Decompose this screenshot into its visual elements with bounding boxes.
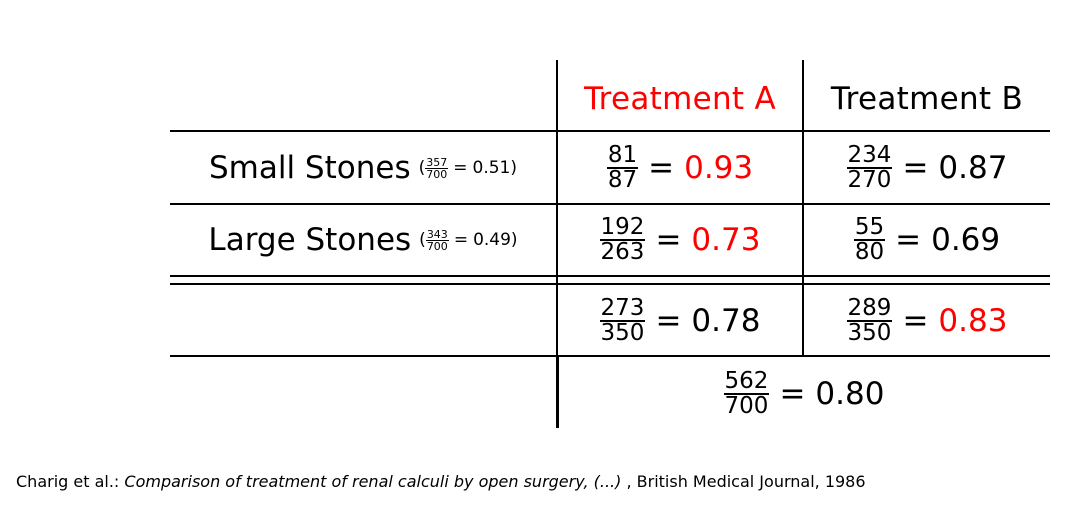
vertical-divider-right: [802, 60, 804, 356]
rate-value: 0.78: [691, 302, 761, 339]
cell-large-a: 192 263 = 0.73: [599, 214, 761, 265]
cell-total-a: 273 350 = 0.78: [599, 294, 761, 346]
denominator: 350: [600, 319, 645, 346]
share-value: 0.49: [473, 230, 511, 250]
citation-prefix: Charig et al.:: [16, 472, 120, 491]
share-denominator: 700: [426, 167, 448, 181]
citation-title: Comparison of treatment of renal calculi…: [124, 472, 622, 491]
share-large-stones: (343 700 = 0.49): [419, 227, 518, 253]
vertical-divider-left-bottom: [556, 356, 559, 428]
row-rule: [170, 203, 1050, 205]
header-treatment-a: Treatment A: [583, 81, 777, 117]
numerator: 81: [606, 142, 639, 169]
share-numerator: 357: [425, 155, 449, 169]
totals-rule: [170, 355, 1050, 357]
citation-suffix: , British Medical Journal, 1986: [626, 472, 866, 491]
denominator: 700: [724, 393, 769, 419]
share-value: 0.51: [472, 158, 511, 178]
denominator: 350: [847, 319, 892, 346]
share-small-stones: (357 700 = 0.51): [418, 155, 517, 181]
share-numerator: 343: [425, 227, 449, 241]
denominator: 80: [854, 239, 885, 265]
numerator: 234: [846, 142, 893, 169]
numerator: 562: [723, 368, 770, 395]
denominator: 87: [607, 167, 638, 193]
double-rule-bottom: [170, 283, 1050, 285]
denominator: 270: [847, 167, 892, 193]
numerator: 55: [853, 214, 886, 241]
cell-small-b: 234 270 = 0.87: [846, 142, 1008, 193]
row-label-small-stones: Small Stones (357 700 = 0.51): [170, 134, 556, 202]
rate-value: 0.87: [938, 150, 1008, 186]
citation: Charig et al.: Comparison of treatment o…: [16, 472, 866, 491]
cell-large-b: 55 80 = 0.69: [853, 214, 1001, 265]
share-denominator: 700: [426, 239, 448, 253]
numerator: 192: [599, 214, 646, 241]
rate-value: 0.83: [938, 302, 1008, 339]
rate-value: 0.80: [815, 376, 885, 412]
rate-value: 0.73: [691, 222, 761, 258]
header-rule: [170, 130, 1050, 132]
rate-value: 0.93: [684, 150, 754, 186]
numerator: 289: [846, 294, 893, 322]
vertical-divider-left: [556, 60, 558, 356]
numerator: 273: [599, 294, 646, 322]
cell-small-a: 81 87 = 0.93: [606, 142, 754, 193]
denominator: 263: [600, 239, 645, 265]
cell-overall: 562 700 = 0.80: [723, 368, 885, 419]
row-label-large-stones: Large Stones (343 700 = 0.49): [170, 206, 556, 274]
row-label-text: Small Stones: [208, 150, 411, 186]
row-label-text: Large Stones: [208, 222, 412, 258]
header-treatment-b: Treatment B: [830, 81, 1024, 117]
rate-value: 0.69: [931, 222, 1001, 258]
double-rule-top: [170, 275, 1050, 277]
cell-total-b: 289 350 = 0.83: [846, 294, 1008, 346]
